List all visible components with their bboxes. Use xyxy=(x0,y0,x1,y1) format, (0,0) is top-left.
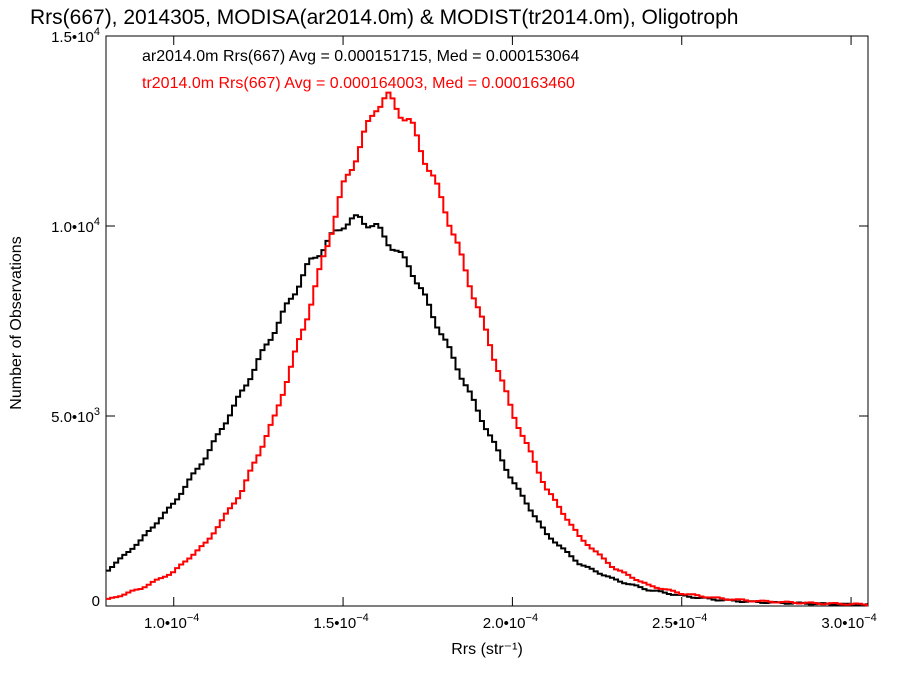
y-tick-label: 1.5•104 xyxy=(51,26,100,46)
y-axis-label: Number of Observations xyxy=(8,236,25,409)
series-1-line xyxy=(106,91,868,607)
x-tick-label: 2.0•10−4 xyxy=(483,612,538,632)
plot-frame xyxy=(105,35,869,607)
x-tick-label: 2.5•10−4 xyxy=(652,612,707,632)
x-axis-label: Rrs (str⁻¹) xyxy=(451,641,523,658)
y-tick-label: 0 xyxy=(92,593,100,610)
y-tick-label: 1.0•104 xyxy=(51,216,100,236)
x-tick-label: 3.0•10−4 xyxy=(821,612,876,632)
x-tick-label: 1.5•10−4 xyxy=(313,612,368,632)
annotation-1: tr2014.0m Rrs(667) Avg = 0.000164003, Me… xyxy=(142,75,575,92)
plot-area: 1.0•10−4 1.5•10−4 2.0•10−4 2.5•10−4 3.0•10−4… xyxy=(51,26,877,632)
chart-title: Rrs(667), 2014305, MODISA(ar2014.0m) & M… xyxy=(30,6,738,29)
series-0-line xyxy=(106,214,868,607)
y-tick-label: 5.0•103 xyxy=(51,406,100,426)
x-tick-label: 1.0•10−4 xyxy=(144,612,199,632)
annotation-0: ar2014.0m Rrs(667) Avg = 0.000151715, Me… xyxy=(142,48,579,65)
